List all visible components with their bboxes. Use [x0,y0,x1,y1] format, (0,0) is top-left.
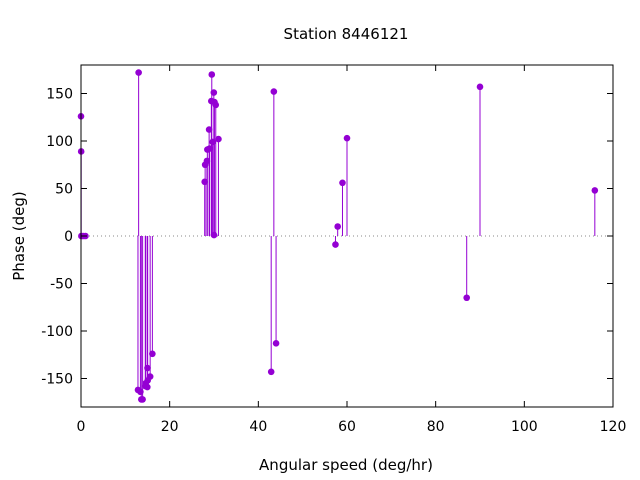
x-tick-label: 80 [427,419,445,435]
x-tick-label: 20 [161,419,179,435]
data-point [139,396,146,403]
x-axis-label: Angular speed (deg/hr) [259,456,433,474]
y-tick-label: -150 [41,372,73,388]
y-tick-label: 50 [55,182,73,198]
data-point [149,350,156,358]
data-point [332,241,339,248]
data-point [208,71,216,78]
x-tick-label: 60 [338,419,356,435]
data-point [463,294,471,302]
data-point [203,157,211,165]
data-point [210,89,218,96]
data-point [339,179,346,187]
x-tick-label: 120 [600,419,627,435]
data-point [144,383,151,391]
data-point [270,88,278,95]
data-point [206,145,213,152]
y-axis-label: Phase (deg) [10,191,28,281]
y-tick-label: 150 [46,87,73,103]
data-point [201,178,208,186]
data-point [135,69,142,76]
y-tick-label: 0 [64,229,73,245]
data-point [272,340,280,347]
data-point [209,138,216,146]
point-layer [77,69,599,403]
x-tick-label: 0 [77,419,86,435]
stem-layer [80,72,596,400]
data-point [267,368,275,376]
x-tick-label: 100 [511,419,538,435]
chart-title: Station 8446121 [284,25,409,43]
data-point [210,231,218,239]
y-tick-label: -50 [50,277,73,293]
y-tick-label: 100 [46,134,73,150]
data-point [144,364,151,372]
data-point [591,187,599,194]
y-tick-label: -100 [41,324,73,340]
data-point [146,373,154,380]
x-axis: 0 20 40 60 80 100 120 [77,65,627,435]
data-point [343,134,351,142]
data-point [476,83,484,91]
data-point [137,388,144,396]
data-point [212,101,220,109]
y-axis: -150 -100 -50 0 50 100 150 [41,87,613,388]
data-point [215,135,222,143]
data-point [205,126,213,133]
data-point [334,223,341,230]
x-tick-label: 40 [249,419,267,435]
